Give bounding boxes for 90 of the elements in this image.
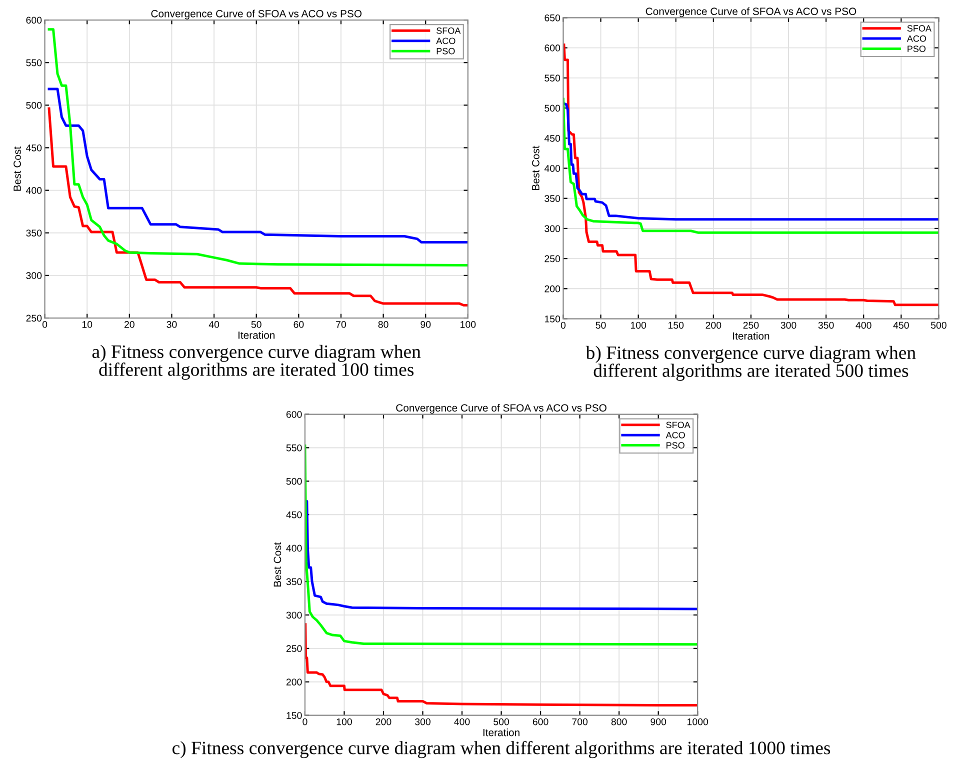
line-series	[48, 28, 468, 266]
legend-label: SFOA	[436, 27, 461, 34]
x-tick-label: 70	[336, 321, 346, 328]
x-tick-label: 0	[42, 321, 48, 328]
x-tick-label: 300	[415, 718, 430, 726]
chart-title: Convergence Curve of SFOA vs ACO vs PSO	[396, 404, 606, 414]
x-tick-label: 10	[82, 321, 92, 328]
x-tick-label: 20	[124, 321, 134, 328]
legend-label: ACO	[436, 38, 456, 44]
x-tick-label: 450	[893, 322, 909, 329]
y-axis-title: Best Cost	[532, 146, 540, 190]
x-tick-label: 800	[611, 718, 627, 726]
text: b) Fitness convergence curve diagram when different algorithms are iterated 500 times	[586, 346, 916, 381]
x-tick-label: 100	[460, 321, 476, 328]
y-tick-label: 600	[26, 16, 42, 24]
y-tick-label: 300	[26, 272, 42, 280]
chart-title: Convergence Curve of SFOA vs ACO vs PSO	[646, 7, 856, 18]
x-tick-label: 400	[454, 718, 470, 726]
x-tick-label: 350	[818, 322, 834, 329]
x-tick-label: 200	[376, 718, 392, 726]
y-tick-label: 600	[544, 44, 560, 52]
line-series	[304, 623, 698, 707]
x-tick-label: 700	[572, 718, 588, 726]
line-series	[48, 88, 468, 244]
x-tick-label: 150	[668, 322, 684, 329]
y-axis-title: Best Cost	[14, 146, 21, 191]
x-tick-label: 50	[596, 322, 606, 329]
text: a) Fitness convergence curve diagram when different algorithms are iterated 100 times	[92, 344, 421, 380]
y-tick-label: 650	[544, 14, 560, 22]
x-tick-label: 80	[378, 321, 388, 328]
y-tick-label: 550	[544, 74, 560, 82]
y-tick-label: 500	[544, 104, 560, 112]
y-tick-label: 150	[544, 316, 560, 322]
x-axis-title: Iteration	[733, 332, 770, 340]
y-tick-label: 250	[26, 314, 42, 322]
x-tick-label: 50	[251, 321, 262, 328]
y-tick-label: 450	[286, 511, 302, 518]
line-series	[304, 444, 698, 646]
x-tick-label: 100	[336, 718, 352, 726]
y-tick-label: 550	[286, 444, 302, 452]
x-tick-label: 200	[706, 322, 722, 329]
x-tick-label: 250	[743, 322, 759, 329]
x-tick-label: 60	[294, 321, 304, 328]
y-tick-label: 250	[544, 255, 560, 262]
x-axis-title: Iteration	[238, 331, 274, 339]
y-tick-label: 200	[286, 678, 302, 686]
y-tick-label: 450	[26, 144, 42, 152]
y-tick-label: 450	[544, 134, 560, 142]
x-tick-label: 0	[560, 322, 566, 329]
x-tick-label: 1000	[688, 718, 708, 726]
y-tick-label: 300	[544, 225, 560, 232]
y-tick-label: 400	[26, 187, 42, 194]
x-tick-label: 0	[302, 718, 308, 726]
x-tick-label: 900	[650, 718, 666, 726]
x-tick-label: 300	[780, 322, 796, 329]
y-tick-label: 400	[544, 164, 560, 172]
legend-label: ACO	[906, 35, 926, 42]
legend-label: PSO	[436, 48, 455, 54]
x-tick-label: 500	[494, 718, 510, 726]
line-series	[48, 107, 468, 306]
x-tick-label: 40	[208, 321, 220, 328]
line-series	[304, 500, 698, 610]
y-tick-label: 400	[286, 544, 302, 552]
y-axis-title: Best Cost	[274, 542, 282, 587]
y-tick-label: 300	[286, 612, 302, 619]
line-series	[563, 44, 939, 306]
y-tick-label: 350	[544, 195, 560, 202]
y-tick-label: 250	[286, 645, 302, 652]
legend-label: PSO	[908, 46, 926, 52]
legend-label: PSO	[666, 442, 684, 449]
x-tick-label: 600	[532, 718, 548, 726]
y-tick-label: 500	[26, 102, 42, 109]
x-tick-label: 90	[420, 321, 431, 328]
chart-title: Convergence Curve of SFOA vs ACO vs PSO	[151, 10, 362, 20]
text: c) Fitness convergence curve diagram when different algorithms are iterated 1000 times	[172, 740, 830, 758]
y-tick-label: 350	[286, 578, 302, 586]
legend-label: ACO	[666, 432, 685, 438]
y-tick-label: 150	[286, 712, 302, 719]
x-axis-title: Iteration	[483, 728, 520, 736]
x-tick-label: 100	[630, 322, 646, 329]
y-tick-label: 600	[286, 410, 302, 418]
y-tick-label: 550	[26, 59, 42, 66]
x-tick-label: 30	[166, 321, 177, 328]
legend-label: SFOA	[907, 25, 932, 32]
y-tick-label: 500	[286, 478, 302, 485]
x-tick-label: 400	[856, 322, 872, 329]
legend-label: SFOA	[666, 422, 690, 428]
x-tick-label: 500	[930, 322, 946, 329]
y-tick-label: 200	[544, 285, 560, 292]
y-tick-label: 350	[26, 230, 42, 236]
